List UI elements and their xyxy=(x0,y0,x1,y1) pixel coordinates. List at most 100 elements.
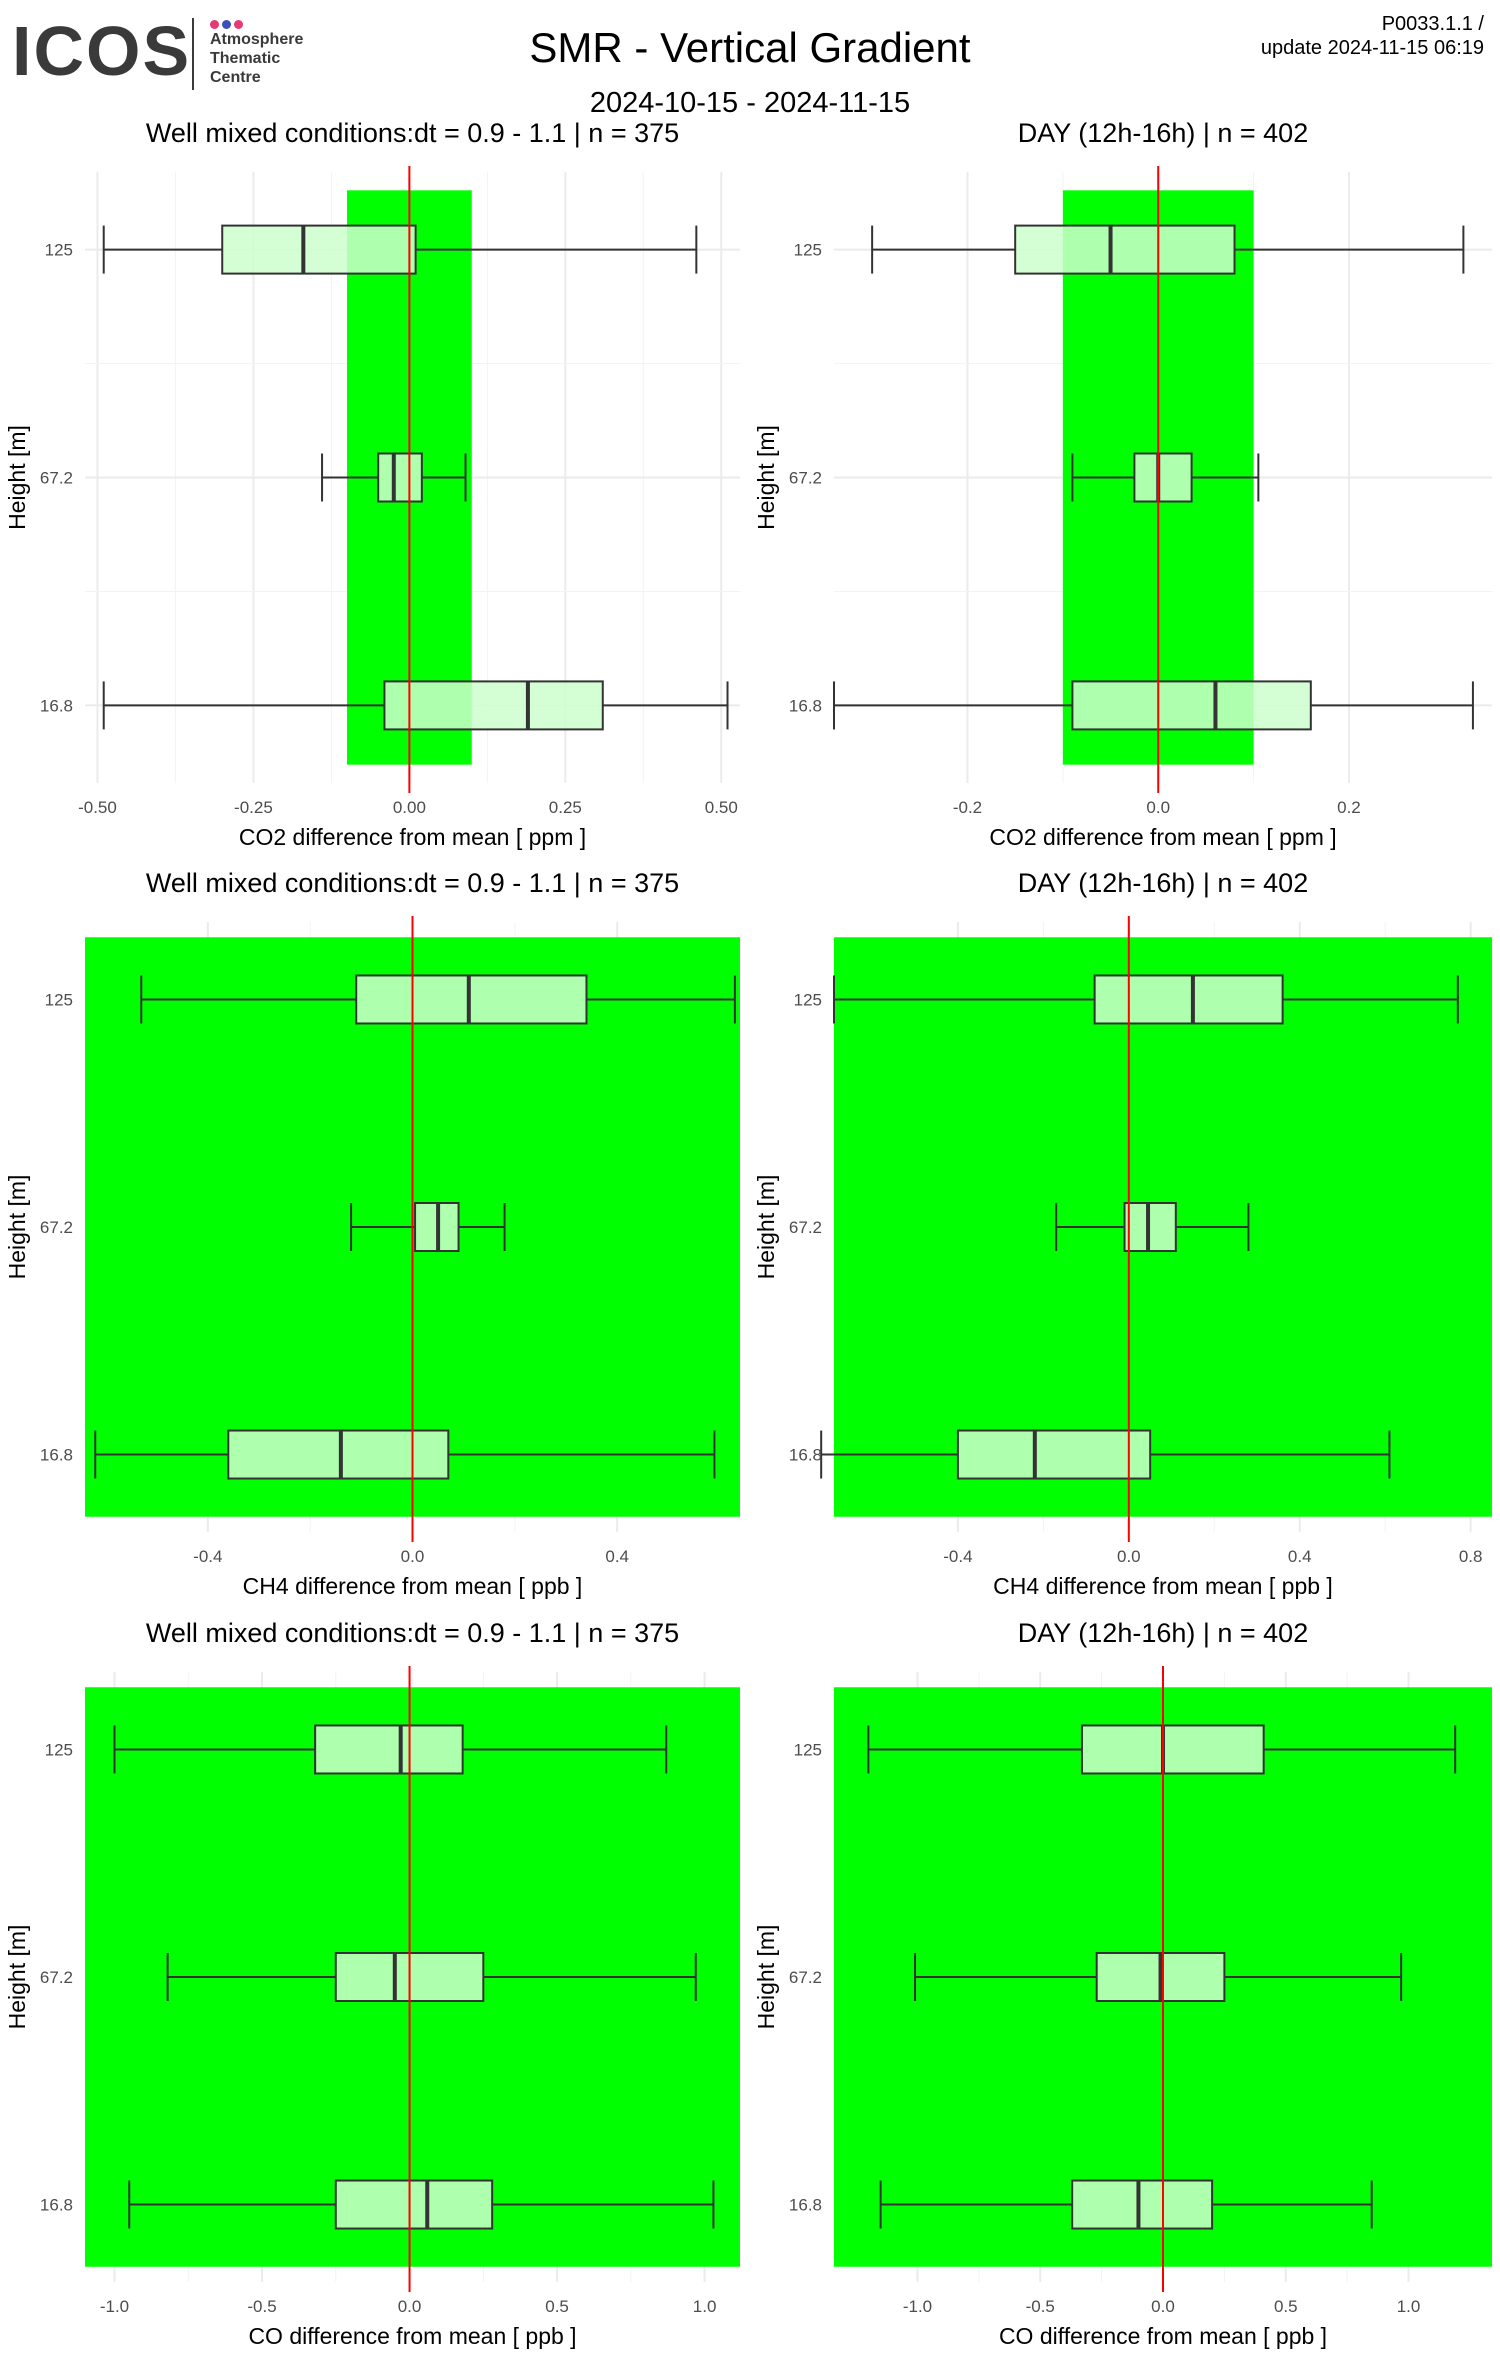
y-tick-label: 16.8 xyxy=(789,1446,822,1465)
date-range: 2024-10-15 - 2024-11-15 xyxy=(589,87,911,119)
boxplot-125 xyxy=(102,224,698,275)
logo-dot xyxy=(210,20,219,29)
logo-wordmark: ICOS xyxy=(12,12,192,90)
x-axis-label: CO difference from mean [ ppb ] xyxy=(248,2323,576,2349)
y-axis-label: Height [m] xyxy=(4,1175,30,1280)
x-tick-label: 0.0 xyxy=(1151,2297,1175,2316)
chart-panel: DAY (12h-16h) | n = 402 125 67.2 16.8 -1.0 -0… xyxy=(753,1618,1492,2349)
x-tick-label: 0.5 xyxy=(1274,2297,1298,2316)
boxplot-16.8 xyxy=(820,1429,1391,1480)
x-tick-label: 0.0 xyxy=(401,1547,425,1566)
box-iqr xyxy=(1093,974,1284,1025)
box-iqr xyxy=(1080,1724,1265,1775)
logo-divider xyxy=(192,18,194,90)
logo-dot xyxy=(234,20,243,29)
boxplot-67.2 xyxy=(1071,452,1260,503)
boxplot-16.8 xyxy=(102,680,729,731)
y-tick-label: 16.8 xyxy=(789,696,822,715)
x-tick-label: 0.50 xyxy=(705,798,738,817)
y-tick-label: 125 xyxy=(45,241,73,260)
x-tick-label: 0.5 xyxy=(545,2297,569,2316)
chart-panel: DAY (12h-16h) | n = 402 125 67.2 16.8 -0.2 0.… xyxy=(753,118,1492,850)
box-iqr xyxy=(227,1429,450,1480)
y-tick-label: 125 xyxy=(45,1740,73,1759)
version-info: P0033.1.1 / update 2024-11-15 06:19 xyxy=(1261,12,1484,60)
y-tick-label: 125 xyxy=(794,1740,822,1759)
boxplot-125 xyxy=(833,974,1459,1025)
chart-panel: Well mixed conditions:dt = 0.9 - 1.1 | n… xyxy=(4,1618,740,2349)
y-tick-label: 67.2 xyxy=(789,1218,822,1237)
y-tick-label: 125 xyxy=(794,990,822,1009)
logo-subtitle: Atmosphere Thematic Centre xyxy=(210,30,303,87)
x-tick-label: 0.8 xyxy=(1459,1547,1483,1566)
box-iqr xyxy=(334,2179,494,2230)
y-tick-label: 67.2 xyxy=(789,469,822,488)
boxplot-125 xyxy=(871,224,1465,275)
x-tick-label: -0.5 xyxy=(247,2297,276,2316)
y-axis-label: Height [m] xyxy=(753,1925,779,2030)
x-tick-label: -1.0 xyxy=(100,2297,129,2316)
x-tick-label: 0.4 xyxy=(605,1547,629,1566)
x-axis-label: CO2 difference from mean [ ppm ] xyxy=(989,824,1336,850)
logo-line: Atmosphere xyxy=(210,31,304,48)
box-iqr xyxy=(314,1724,464,1775)
x-tick-label: 0.25 xyxy=(549,798,582,817)
y-axis-label: Height [m] xyxy=(4,425,30,530)
box-iqr xyxy=(1071,680,1312,731)
y-axis-label: Height [m] xyxy=(753,1175,779,1280)
x-tick-label: 0.0 xyxy=(1146,798,1170,817)
y-axis-label: Height [m] xyxy=(753,425,779,530)
x-tick-label: 0.0 xyxy=(398,2297,422,2316)
logo-dots-icon xyxy=(210,16,246,29)
page-title: SMR - Vertical Gradient xyxy=(529,24,971,71)
x-tick-label: 0.00 xyxy=(393,798,426,817)
logo-dot xyxy=(222,20,231,29)
box-iqr xyxy=(1071,2179,1214,2230)
boxplot-16.8 xyxy=(833,680,1474,731)
boxplot-125 xyxy=(113,1724,668,1775)
x-tick-label: -0.50 xyxy=(78,798,117,817)
chart-panel: Well mixed conditions:dt = 0.9 - 1.1 | n… xyxy=(4,118,740,850)
y-axis-label: Height [m] xyxy=(4,1925,30,2030)
boxplot-67.2 xyxy=(1055,1202,1250,1252)
y-tick-label: 125 xyxy=(794,241,822,260)
x-axis-label: CO difference from mean [ ppb ] xyxy=(999,2323,1327,2349)
logo-line: Centre xyxy=(210,69,261,86)
y-tick-label: 67.2 xyxy=(40,1968,73,1987)
x-tick-label: 0.4 xyxy=(1288,1547,1312,1566)
x-axis-label: CH4 difference from mean [ ppb ] xyxy=(993,1573,1333,1599)
chart-panel: Well mixed conditions:dt = 0.9 - 1.1 | n… xyxy=(4,868,740,1599)
x-tick-label: -1.0 xyxy=(903,2297,932,2316)
y-tick-label: 67.2 xyxy=(789,1968,822,1987)
box-iqr xyxy=(221,224,417,275)
chart-title: DAY (12h-16h) | n = 402 xyxy=(1018,118,1308,148)
x-tick-label: -0.4 xyxy=(193,1547,222,1566)
x-axis-label: CH4 difference from mean [ ppb ] xyxy=(243,1573,583,1599)
box-iqr xyxy=(1014,224,1236,275)
box-iqr xyxy=(355,974,588,1025)
chart-title: Well mixed conditions:dt = 0.9 - 1.1 | n… xyxy=(146,868,679,898)
x-tick-label: 1.0 xyxy=(1397,2297,1421,2316)
chart-title: DAY (12h-16h) | n = 402 xyxy=(1018,1618,1308,1648)
box-iqr xyxy=(377,452,423,503)
box-iqr xyxy=(956,1429,1152,1480)
y-tick-label: 67.2 xyxy=(40,1218,73,1237)
y-tick-label: 16.8 xyxy=(40,2196,73,2215)
y-tick-label: 125 xyxy=(45,990,73,1009)
y-tick-label: 16.8 xyxy=(789,2196,822,2215)
y-tick-label: 67.2 xyxy=(40,469,73,488)
chart-title: DAY (12h-16h) | n = 402 xyxy=(1018,868,1308,898)
chart-title: Well mixed conditions:dt = 0.9 - 1.1 | n… xyxy=(146,118,679,148)
x-tick-label: -0.4 xyxy=(943,1547,972,1566)
boxplot-125 xyxy=(140,974,736,1025)
logo-line: Thematic xyxy=(210,50,281,67)
box-iqr xyxy=(1133,452,1193,503)
x-tick-label: -0.25 xyxy=(234,798,273,817)
y-tick-label: 16.8 xyxy=(40,1446,73,1465)
x-tick-label: 1.0 xyxy=(693,2297,717,2316)
chart-title: Well mixed conditions:dt = 0.9 - 1.1 | n… xyxy=(146,1618,679,1648)
boxplot-67.2 xyxy=(321,452,467,503)
version-code: P0033.1.1 / xyxy=(1381,13,1484,35)
box-iqr xyxy=(383,680,604,731)
x-tick-label: -0.5 xyxy=(1026,2297,1055,2316)
